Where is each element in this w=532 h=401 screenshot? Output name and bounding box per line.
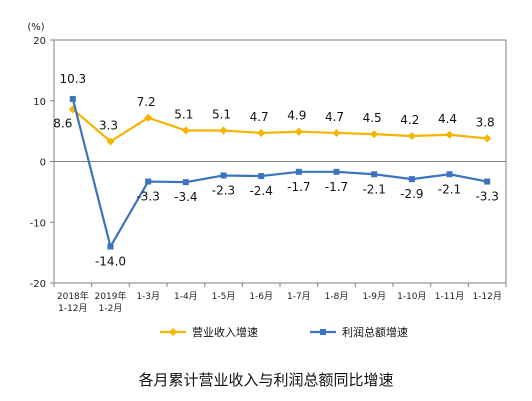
x-tick-label: 2018年	[57, 290, 89, 302]
x-tick-label: 1-6月	[249, 291, 273, 302]
profit-growth-data-label: -2.1	[362, 182, 385, 196]
x-tick-label: 1-9月	[362, 291, 386, 302]
profit-growth-data-label: -3.3	[475, 190, 498, 204]
profit-growth-point	[182, 179, 189, 186]
revenue-growth-data-label: 3.8	[476, 115, 495, 129]
x-tick-label: 1-11月	[435, 291, 464, 302]
x-tick-label: 1-12月	[472, 291, 501, 302]
revenue-growth-point	[257, 128, 266, 137]
revenue-growth-point	[294, 127, 303, 136]
y-tick-label: 20	[33, 36, 46, 47]
profit-growth-point	[107, 243, 114, 250]
x-tick-label: 1-4月	[174, 291, 198, 302]
legend-revenue-label: 营业收入增速	[192, 325, 258, 339]
profit-growth-point	[484, 178, 491, 185]
revenue-growth-data-label: 4.7	[250, 110, 269, 124]
y-axis-unit-label: (%)	[27, 22, 44, 33]
legend-revenue-marker	[169, 328, 177, 336]
revenue-growth-point	[181, 126, 190, 135]
profit-growth-data-label: -2.9	[400, 187, 423, 201]
profit-growth-data-label: -2.1	[438, 182, 461, 196]
chart-caption: 各月累计营业收入与利润总额同比增速	[138, 371, 394, 389]
profit-growth-data-label: -1.7	[287, 180, 310, 194]
revenue-growth-data-label: 3.3	[99, 118, 118, 132]
revenue-growth-data-label: 4.2	[400, 113, 419, 127]
revenue-growth-data-label: 8.6	[53, 116, 72, 130]
revenue-growth-point	[106, 137, 115, 146]
profit-growth-point	[408, 176, 415, 183]
legend-profit-label: 利润总额增速	[342, 325, 408, 339]
profit-growth-line	[71, 98, 488, 248]
revenue-growth-line	[72, 108, 488, 143]
profit-growth-point	[69, 95, 76, 102]
revenue-growth-point	[370, 130, 379, 139]
revenue-growth-data-label: 5.1	[174, 108, 193, 122]
y-tick-label: -10	[30, 218, 46, 229]
revenue-growth-point	[445, 130, 454, 139]
profit-growth-data-label: -1.7	[325, 180, 348, 194]
revenue-growth-data-label: 4.9	[287, 109, 306, 123]
profit-growth-data-label: -3.4	[174, 190, 197, 204]
revenue-growth-point	[483, 134, 492, 143]
revenue-growth-point	[219, 126, 228, 135]
y-tick-label: -20	[30, 279, 46, 290]
profit-growth-point	[371, 171, 378, 178]
profit-growth-data-label: 10.3	[59, 72, 86, 86]
x-tick-label: 1-7月	[287, 291, 311, 302]
profit-growth-data-label: -2.3	[212, 183, 235, 197]
profit-growth-data-label: -14.0	[95, 255, 126, 269]
x-tick-label: 1-5月	[212, 291, 236, 302]
revenue-growth-point	[332, 128, 341, 137]
profit-growth-point	[145, 178, 152, 185]
profit-growth-point	[220, 172, 227, 179]
profit-growth-point	[446, 171, 453, 178]
revenue-growth-point	[407, 131, 416, 140]
x-tick-label: 1-12月	[58, 303, 87, 314]
x-tick-label: 1-8月	[325, 291, 349, 302]
revenue-growth-data-label: 4.4	[438, 112, 457, 126]
profit-growth-point	[333, 168, 340, 175]
x-tick-label: 1-2月	[99, 303, 123, 314]
x-tick-label: 1-3月	[136, 291, 160, 302]
x-tick-label: 1-10月	[397, 291, 426, 302]
revenue-growth-data-label: 7.2	[137, 95, 156, 109]
y-tick-label: 10	[33, 97, 46, 108]
revenue-growth-data-label: 4.7	[325, 110, 344, 124]
legend-profit-marker	[320, 329, 326, 335]
revenue-growth-point	[144, 113, 153, 122]
profit-growth-data-label: -2.4	[249, 184, 272, 198]
profit-growth-point	[295, 168, 302, 175]
y-tick-label: 0	[40, 158, 46, 169]
x-tick-label: 2019年	[95, 290, 127, 302]
profit-growth-point	[258, 173, 265, 180]
revenue-growth-data-label: 5.1	[212, 108, 231, 122]
profit-growth-data-label: -3.3	[136, 190, 159, 204]
revenue-growth-data-label: 4.5	[363, 111, 382, 125]
